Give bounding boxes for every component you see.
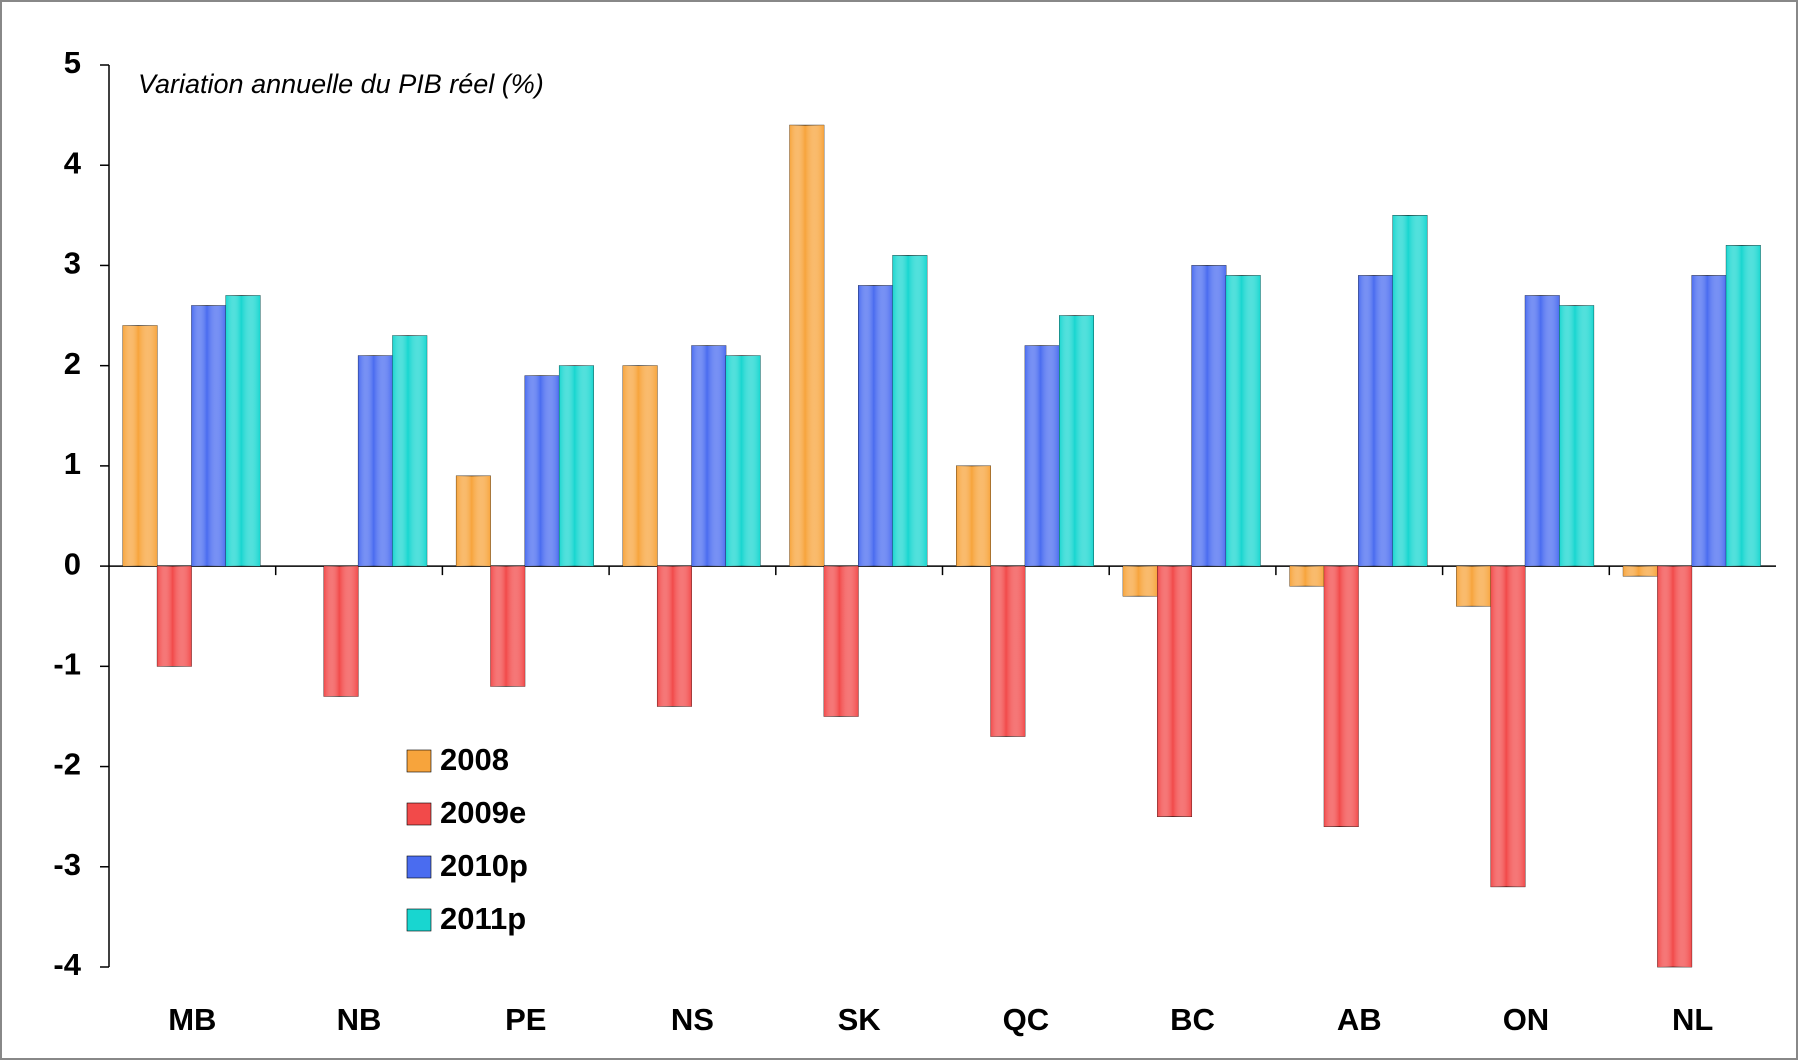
x-tick-label: PE [505, 1002, 546, 1037]
y-tick-label: 2 [64, 346, 81, 381]
legend-swatch [406, 908, 432, 932]
bar [1225, 275, 1261, 567]
bar [656, 565, 692, 707]
chart-subtitle: Variation annuelle du PIB réel (%) [138, 69, 544, 99]
bar [1059, 315, 1094, 567]
bar [1559, 305, 1595, 567]
bar [558, 365, 594, 567]
x-tick-label: SK [838, 1002, 882, 1037]
y-tick-label: -4 [53, 947, 81, 982]
bar [1122, 565, 1158, 597]
y-tick-label: 3 [64, 246, 81, 281]
bar [1691, 275, 1727, 567]
legend-swatch [406, 855, 432, 879]
x-tick-label: ON [1503, 1002, 1550, 1037]
bar [455, 475, 491, 567]
bar [858, 285, 893, 567]
bar [789, 124, 825, 567]
bar [1191, 265, 1227, 567]
bar [392, 335, 428, 567]
legend-swatch [406, 749, 432, 773]
bar [1323, 565, 1359, 827]
bar [1358, 275, 1394, 567]
y-tick-label: -2 [53, 747, 81, 782]
bar [1622, 565, 1658, 577]
bar [323, 565, 359, 697]
y-tick-label: -3 [53, 847, 81, 882]
legend-swatch [406, 802, 432, 826]
y-tick-label: -1 [53, 647, 81, 682]
bar [823, 565, 859, 717]
bar [191, 305, 227, 567]
y-tick-label: 0 [64, 546, 81, 581]
x-tick-label: BC [1170, 1002, 1215, 1037]
legend-label: 2010p [440, 848, 528, 883]
x-tick-label: NS [671, 1002, 714, 1037]
y-tick-label: 1 [64, 446, 81, 481]
bar [956, 465, 991, 567]
bar [524, 375, 560, 567]
bar [1657, 565, 1693, 968]
x-tick-label: NL [1672, 1002, 1713, 1037]
bar [490, 565, 526, 687]
x-tick-label: NB [337, 1002, 382, 1037]
x-tick-label: QC [1003, 1002, 1050, 1037]
bar [990, 565, 1026, 737]
bar [1289, 565, 1325, 587]
bar [1024, 345, 1060, 567]
bar [1157, 565, 1193, 817]
bar [622, 365, 658, 567]
bar [691, 345, 727, 567]
y-tick-label: 5 [64, 45, 81, 80]
legend-label: 2011p [440, 901, 526, 936]
bar [1524, 295, 1560, 567]
bar [225, 295, 261, 567]
bar [357, 355, 393, 567]
legend-label: 2009e [440, 795, 526, 830]
y-tick-label: 4 [64, 145, 82, 180]
bar [1392, 215, 1428, 567]
bar [122, 325, 158, 567]
bar [156, 565, 192, 667]
legend-label: 2008 [440, 742, 509, 777]
x-tick-label: MB [168, 1002, 216, 1037]
bar [1456, 565, 1492, 607]
x-tick-label: AB [1337, 1002, 1382, 1037]
bar [1725, 245, 1761, 567]
bar [1490, 565, 1526, 888]
bar [892, 255, 928, 567]
bar [725, 355, 761, 567]
